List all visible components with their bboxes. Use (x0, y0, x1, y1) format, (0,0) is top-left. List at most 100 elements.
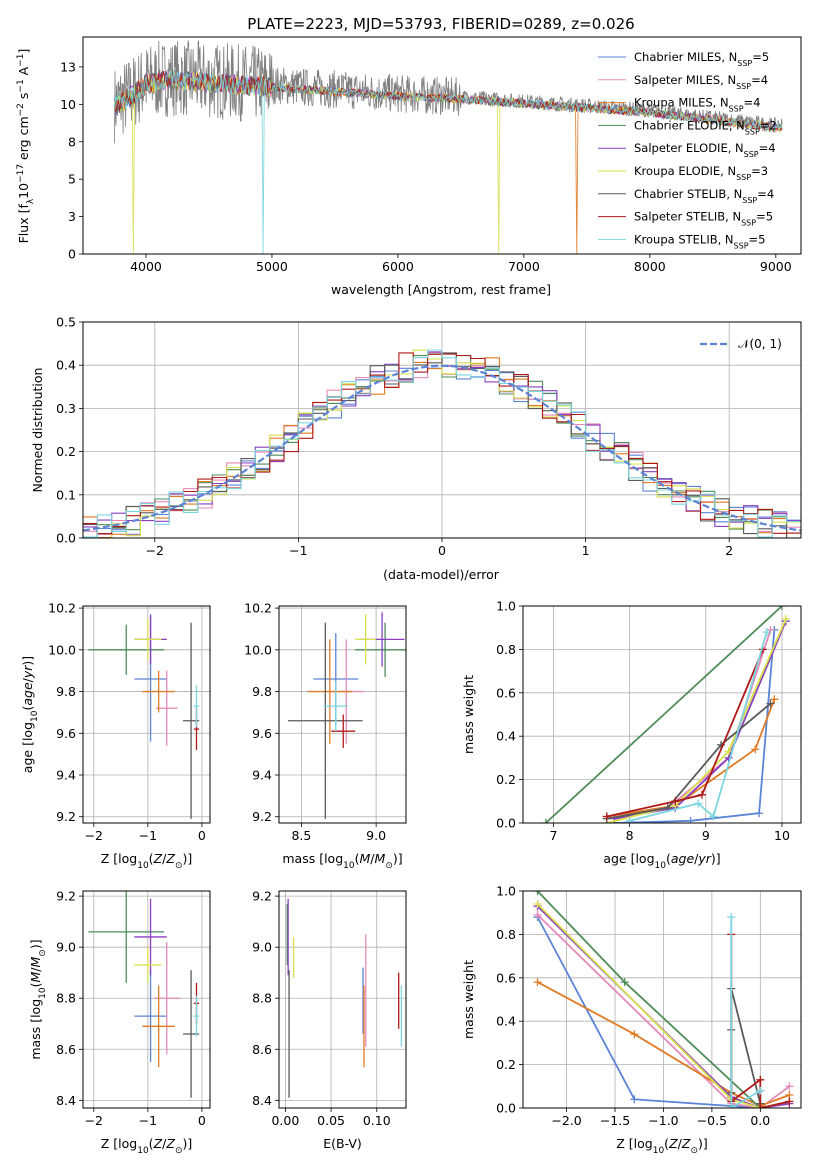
legend-entry: 𝒩(0, 1) (738, 337, 782, 351)
x-tick-label: 0.00 (271, 1113, 299, 1128)
legend-entry: Salpeter ELODIE, NSSP=4 (634, 141, 776, 159)
y-tick-label: 8.8 (56, 991, 76, 1006)
series-line (606, 649, 764, 818)
series-line (730, 917, 761, 1108)
x-tick-label: 0.0 (750, 1113, 770, 1128)
x-tick-label: 6000 (382, 259, 414, 274)
data-point (781, 615, 790, 624)
plot-area (287, 612, 406, 819)
y-axis-label: mass [log10(M/M⊙)] (28, 939, 48, 1059)
x-tick-label: 0 (198, 828, 206, 843)
data-point (625, 816, 634, 823)
axes-frame (278, 890, 407, 1109)
y-tick-label: 9.2 (56, 809, 76, 824)
data-point (533, 900, 542, 909)
legend-entry: Kroupa ELODIE, NSSP=3 (634, 164, 768, 182)
y-tick-label: 1.0 (496, 599, 516, 614)
y-tick-label: 0.2 (56, 444, 76, 459)
x-tick-label: 7000 (508, 259, 540, 274)
y-tick-label: 0.6 (496, 970, 516, 985)
legend-entry: Chabrier ELODIE, NSSP=2 (634, 118, 777, 136)
panel-residuals: −2 −1 0 1 2 0.0 0.1 0.2 0.3 0.4 0.5 𝒩(0, 1) (data-mo… (30, 315, 802, 582)
axes-frame (82, 605, 211, 824)
x-tick-label: −1.5 (600, 1113, 630, 1128)
series-line (536, 916, 762, 1108)
y-axis-label: Flux [fλ10−17 erg cm−2 s−1 A−1] (16, 49, 36, 244)
axes-frame (82, 321, 802, 539)
x-tick-label: −1.0 (648, 1113, 678, 1128)
data-point (697, 790, 706, 799)
x-tick-label: −1 (139, 1113, 157, 1128)
data-point (762, 628, 771, 637)
data-point (620, 978, 629, 987)
x-tick-label: 5000 (256, 259, 288, 274)
series-line (606, 702, 772, 820)
y-tick-label: 8 (68, 134, 76, 149)
y-axis-label: mass weight (461, 675, 476, 754)
model-spectrum (114, 69, 783, 130)
normal-curve (83, 364, 801, 532)
y-tick-label: 0.2 (496, 1057, 516, 1072)
y-tick-label: 0.0 (496, 816, 516, 831)
histogram-step (83, 349, 801, 538)
x-axis-label: mass [log10(M/M⊙)] (282, 851, 402, 871)
series-line (606, 618, 787, 823)
plot-area (88, 891, 200, 1098)
x-tick-label: −2 (85, 1113, 103, 1128)
y-tick-label: 10.0 (244, 642, 272, 657)
x-tick-label: 4000 (130, 259, 162, 274)
y-axis-label: mass weight (461, 960, 476, 1039)
series-line (545, 606, 783, 823)
x-tick-label: 0.05 (317, 1113, 345, 1128)
y-tick-label: 0.8 (496, 927, 516, 942)
y-tick-label: 0.0 (56, 531, 76, 546)
panel-age-vs-Z: −2 −1 0 9.2 9.4 9.6 9.8 10.0 10.2 Z [log10(Z/Z⊙)]… (20, 601, 211, 871)
y-tick-label: 10.0 (48, 642, 76, 657)
panel-mass-vs-Z: −2 −1 0 8.4 8.6 8.8 9.0 9.2 Z [log10(Z/Z⊙)] mass … (28, 889, 211, 1156)
axes-frame (82, 36, 802, 255)
y-tick-label: 5 (68, 172, 76, 187)
series-line (606, 698, 776, 818)
y-tick-label: 9.2 (252, 809, 272, 824)
y-tick-label: 9.0 (56, 940, 76, 955)
data-point (777, 606, 786, 610)
axes-frame (522, 605, 802, 824)
plot-area (541, 606, 790, 823)
y-tick-label: 10.2 (48, 601, 76, 616)
x-tick-label: −0.5 (697, 1113, 727, 1128)
y-tick-label: 9.6 (252, 726, 272, 741)
histogram-step (83, 349, 801, 538)
data-point (785, 1097, 794, 1106)
y-tick-label: 8.8 (252, 991, 272, 1006)
axes-frame (278, 605, 407, 824)
series-line (614, 629, 776, 823)
legend-entry: Chabrier MILES, NSSP=5 (634, 50, 769, 68)
y-tick-label: 9.4 (252, 768, 272, 783)
y-tick-label: 0.3 (56, 401, 76, 416)
y-tick-label: 9.0 (252, 940, 272, 955)
data-point (755, 809, 764, 818)
x-tick-label: 9 (702, 828, 710, 843)
legend-entry: Salpeter STELIB, NSSP=5 (634, 210, 773, 228)
x-axis-label: Z [log10(Z/Z⊙)] (616, 1136, 708, 1156)
x-tick-label: −2 (146, 543, 164, 558)
x-tick-label: 1 (582, 543, 590, 558)
x-tick-label: −2 (85, 828, 103, 843)
y-tick-label: 0.4 (496, 729, 516, 744)
x-tick-label: 7 (549, 828, 557, 843)
data-point (630, 1095, 639, 1104)
y-tick-label: 0 (68, 247, 76, 262)
model-spectrum (114, 69, 783, 254)
x-axis-label: Z [log10(Z/Z⊙)] (101, 851, 193, 871)
plot-area (533, 891, 794, 1108)
x-tick-label: −1 (139, 828, 157, 843)
data-point (751, 745, 760, 754)
plot-area (88, 614, 200, 819)
x-axis-label: Z [log10(Z/Z⊙)] (101, 1136, 193, 1156)
panel-age-vs-mass: 8.5 9.0 9.2 9.4 9.6 9.8 10.0 10.2 mass [log10(M/… (244, 601, 407, 871)
y-tick-label: 0.5 (56, 315, 76, 330)
x-tick-label: 9000 (760, 259, 792, 274)
data-point (533, 891, 542, 895)
y-tick-label: 0.2 (496, 772, 516, 787)
